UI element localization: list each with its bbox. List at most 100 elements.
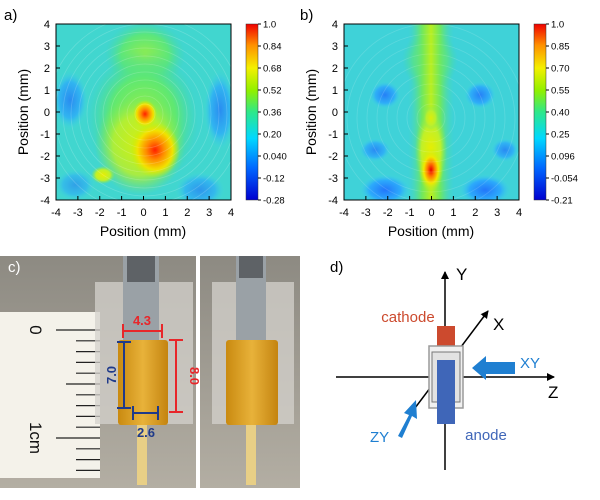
panel-b: b) -4 -3 -2 -1 0 1 2 3 4 4 3 2 1 0 -1 -2 -3 -4 Position … xyxy=(300,7,578,239)
b-ytick-label: 1 xyxy=(332,85,338,97)
xy-arrow xyxy=(472,356,515,380)
a-cbar-tick-label: 0.20 xyxy=(263,130,282,141)
panel-b-colorbar xyxy=(533,23,547,201)
a-cbar-tick-label: 0.68 xyxy=(263,64,282,75)
a-cbar-tick-label: 0.040 xyxy=(263,152,287,163)
a-ytick-label: 2 xyxy=(44,63,50,75)
a-ytick-label: -4 xyxy=(40,195,50,207)
a-xtick-label: -4 xyxy=(51,207,61,219)
panel-a-y-ticks: 4 3 2 1 0 -1 -2 -3 -4 xyxy=(40,19,60,207)
panel-b-y-ticks: 4 3 2 1 0 -1 -2 -3 -4 xyxy=(328,19,348,207)
a-xtick-label: 1 xyxy=(162,207,168,219)
a-xtick-label: 3 xyxy=(206,207,212,219)
b-cbar-tick-label: 0.70 xyxy=(551,64,570,75)
cathode-block xyxy=(437,326,455,348)
a-cbar-tick-label: 0.84 xyxy=(263,42,282,53)
ruler-label-1cm: 1cm xyxy=(26,422,45,454)
dimension-4-3: 4.3 xyxy=(122,313,163,338)
a-cbar-tick-label: 0.52 xyxy=(263,86,282,97)
a-xtick-label: 4 xyxy=(228,207,234,219)
right-bottom-wire xyxy=(246,425,256,485)
panel-c-label: c) xyxy=(8,259,21,276)
b-xtick-label: 3 xyxy=(494,207,500,219)
left-clip xyxy=(127,256,155,282)
a-ytick-label: 3 xyxy=(44,41,50,53)
panel-a-heatmap xyxy=(56,24,231,200)
a-cbar-tick-label: -0.12 xyxy=(263,174,285,185)
right-kapton-device xyxy=(226,340,278,425)
b-ytick-label: 0 xyxy=(332,107,338,119)
left-bottom-wire xyxy=(137,425,147,485)
b-xtick-label: 4 xyxy=(516,207,522,219)
panel-c: 0 1cm 4.3 7.0 8.0 xyxy=(0,256,300,488)
panel-a-ylabel: Position (mm) xyxy=(15,69,31,155)
a-xtick-label: -2 xyxy=(95,207,105,219)
b-cbar-tick-label: 0.096 xyxy=(551,152,575,163)
a-cbar-tick-label: 1.0 xyxy=(263,20,276,31)
panel-b-x-ticks: -4 -3 -2 -1 0 1 2 3 4 xyxy=(339,196,522,219)
panel-d-label: d) xyxy=(330,259,343,276)
anode-label: anode xyxy=(465,427,507,444)
y-axis-label: Y xyxy=(456,265,467,284)
a-ytick-label: -2 xyxy=(40,151,50,163)
b-ytick-label: 4 xyxy=(332,19,338,31)
b-cbar-tick-label: 1.0 xyxy=(551,20,564,31)
dimension-8-0: 8.0 xyxy=(169,339,202,413)
anode-block xyxy=(437,360,455,424)
dim-width-top-label: 4.3 xyxy=(133,313,151,328)
zy-label: ZY xyxy=(370,429,389,446)
b-ytick-label: -3 xyxy=(328,173,338,185)
panel-a-x-ticks: -4 -3 -2 -1 0 1 2 3 4 xyxy=(51,196,234,219)
dim-height-right-label: 8.0 xyxy=(187,367,202,385)
panel-a-label: a) xyxy=(4,7,17,24)
a-ytick-label: -1 xyxy=(40,129,50,141)
dim-width-bottom-label: 2.6 xyxy=(137,425,155,440)
panel-a-xlabel: Position (mm) xyxy=(100,223,186,239)
b-xtick-label: 1 xyxy=(450,207,456,219)
panel-b-colorbar-ticks: 1.0 0.85 0.70 0.55 0.40 0.25 0.096 -0.054 -0.21 xyxy=(546,20,578,207)
panel-a-ripples xyxy=(56,24,231,200)
b-ytick-label: 2 xyxy=(332,63,338,75)
b-xtick-label: -2 xyxy=(383,207,393,219)
xy-label: XY xyxy=(520,355,540,372)
b-xtick-label: 2 xyxy=(472,207,478,219)
b-cbar-tick-label: -0.21 xyxy=(551,196,573,207)
b-cbar-tick-label: -0.054 xyxy=(551,174,578,185)
a-xtick-label: 0 xyxy=(140,207,146,219)
ruler-label-0: 0 xyxy=(26,325,45,334)
a-ytick-label: 0 xyxy=(44,107,50,119)
dimension-7-0: 7.0 xyxy=(104,341,131,409)
zy-arrow xyxy=(398,400,417,438)
panel-b-ripples xyxy=(344,24,519,200)
panel-b-label: b) xyxy=(300,7,313,24)
b-xtick-label: -1 xyxy=(405,207,415,219)
panel-b-heatmap xyxy=(344,24,519,200)
b-xtick-label: 0 xyxy=(428,207,434,219)
a-ytick-label: -3 xyxy=(40,173,50,185)
b-ytick-label: -1 xyxy=(328,129,338,141)
a-ytick-label: 1 xyxy=(44,85,50,97)
panel-b-ylabel: Position (mm) xyxy=(303,69,319,155)
a-xtick-label: 2 xyxy=(184,207,190,219)
right-clip xyxy=(239,256,263,278)
b-cbar-tick-label: 0.55 xyxy=(551,86,570,97)
a-cbar-tick-label: -0.28 xyxy=(263,196,285,207)
left-kapton-device xyxy=(118,340,168,425)
dimension-2-6: 2.6 xyxy=(132,406,159,440)
a-cbar-tick-label: 0.36 xyxy=(263,108,282,119)
dim-height-left-label: 7.0 xyxy=(104,366,119,384)
b-ytick-label: -4 xyxy=(328,195,338,207)
z-axis-label: Z xyxy=(548,383,558,402)
panel-b-xlabel: Position (mm) xyxy=(388,223,474,239)
b-ytick-label: 3 xyxy=(332,41,338,53)
b-ytick-label: -2 xyxy=(328,151,338,163)
panel-d: d) Y Z X cathode anode XY ZY xyxy=(330,259,558,470)
panel-a-colorbar-ticks: 1.0 0.84 0.68 0.52 0.36 0.20 0.040 -0.12 -0.28 xyxy=(258,20,287,207)
a-ytick-label: 4 xyxy=(44,19,50,31)
a-xtick-label: -3 xyxy=(73,207,83,219)
panel-a-colorbar xyxy=(245,23,259,201)
b-cbar-tick-label: 0.40 xyxy=(551,108,570,119)
cathode-label: cathode xyxy=(381,309,434,326)
x-axis-label: X xyxy=(493,315,504,334)
